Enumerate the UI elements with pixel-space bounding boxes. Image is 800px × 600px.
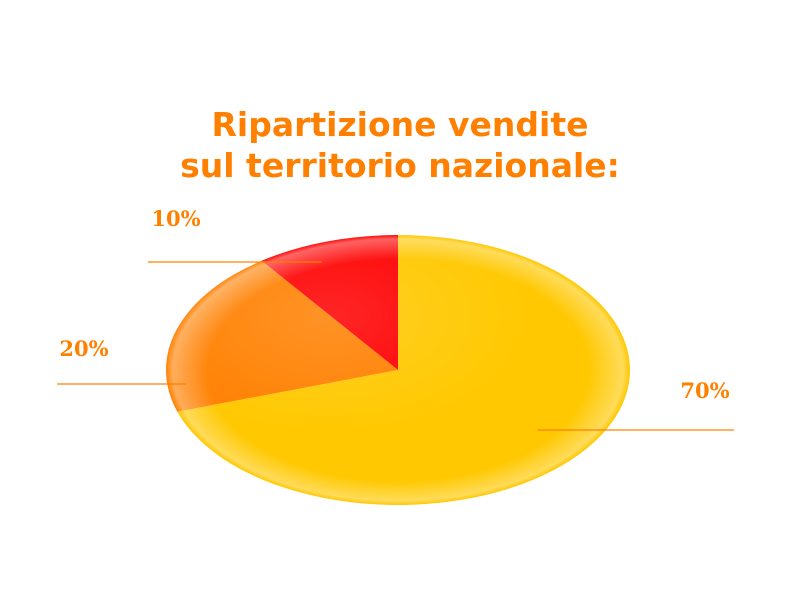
- data-label-20pct: 20%: [59, 336, 108, 361]
- chart-title-line-2: sul territorio nazionale:: [180, 146, 620, 185]
- data-label-70pct: 70%: [680, 378, 729, 403]
- chart-title-line-1: Ripartizione vendite: [211, 105, 589, 144]
- data-labels: 70% 20% 10%: [59, 206, 729, 403]
- pie-highlight: [166, 235, 630, 505]
- pie-rim: [166, 235, 630, 505]
- chart-title: Ripartizione vendite sul territorio nazi…: [0, 104, 800, 186]
- data-label-10pct: 10%: [151, 206, 200, 231]
- leader-lines: [57, 261, 734, 431]
